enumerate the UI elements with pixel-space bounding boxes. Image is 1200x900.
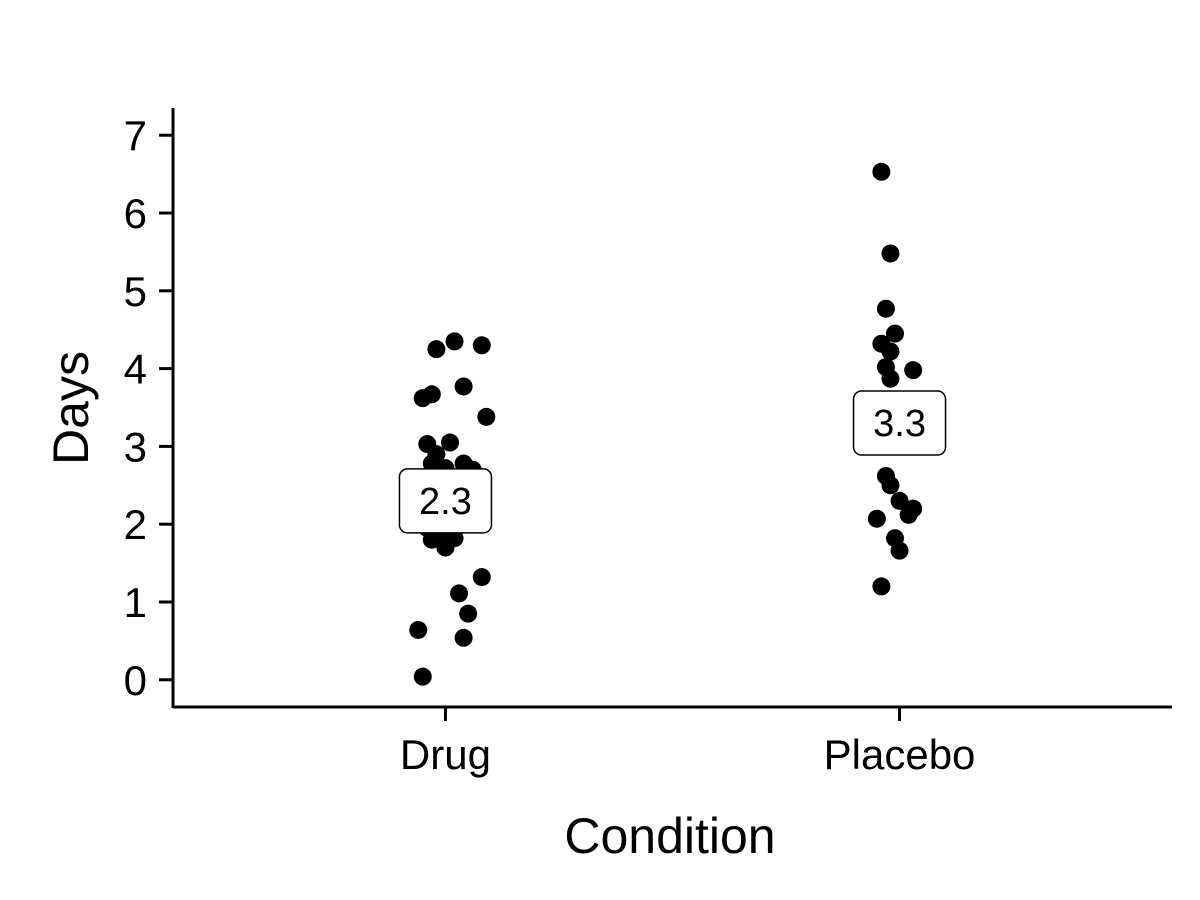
data-point-drug-5 <box>413 389 432 408</box>
data-point-placebo-10 <box>881 476 900 495</box>
data-point-drug-2 <box>472 336 491 355</box>
data-point-drug-24 <box>454 628 473 647</box>
data-point-drug-20 <box>472 568 491 587</box>
x-tick-label-drug: Drug <box>400 731 491 778</box>
data-point-drug-0 <box>427 340 446 359</box>
data-point-placebo-8 <box>881 369 900 388</box>
mean-label-box-drug <box>398 468 493 534</box>
y-tick-label-3: 3 <box>124 423 147 470</box>
mean-label-drug: 2.3 <box>419 481 472 523</box>
data-point-placebo-16 <box>890 541 909 560</box>
data-point-drug-10 <box>422 454 441 473</box>
data-point-placebo-2 <box>876 299 895 318</box>
data-point-drug-22 <box>459 604 478 623</box>
data-point-placebo-14 <box>867 509 886 528</box>
data-point-placebo-0 <box>872 162 891 181</box>
data-point-placebo-7 <box>904 361 923 380</box>
y-tick-label-5: 5 <box>124 268 147 315</box>
data-point-drug-19 <box>436 538 455 557</box>
data-point-placebo-11 <box>890 491 909 510</box>
y-tick-label-1: 1 <box>124 579 147 626</box>
data-point-drug-25 <box>413 667 432 686</box>
y-ticks: 0 1 2 3 4 5 6 7 <box>124 112 173 704</box>
x-axis-title: Condition <box>564 808 775 864</box>
points-layer <box>409 162 923 686</box>
data-point-placebo-1 <box>881 244 900 263</box>
data-point-drug-3 <box>454 377 473 396</box>
mean-label-box-placebo <box>852 390 947 456</box>
data-point-placebo-13 <box>899 505 918 524</box>
data-point-placebo-17 <box>872 577 891 596</box>
y-tick-label-6: 6 <box>124 190 147 237</box>
data-point-drug-21 <box>450 584 469 603</box>
x-tick-label-placebo: Placebo <box>824 731 976 778</box>
x-ticks: Drug Placebo <box>400 707 976 778</box>
data-point-placebo-3 <box>886 324 905 343</box>
data-point-drug-6 <box>477 407 496 426</box>
y-axis-title: Days <box>43 351 99 465</box>
data-point-drug-23 <box>409 620 428 639</box>
y-tick-label-7: 7 <box>124 112 147 159</box>
mean-labels-layer: 2.3 3.3 <box>398 390 947 534</box>
mean-label-placebo: 3.3 <box>873 403 926 445</box>
y-tick-label-2: 2 <box>124 501 147 548</box>
data-point-drug-18 <box>422 530 441 549</box>
data-point-placebo-5 <box>881 342 900 361</box>
data-point-drug-1 <box>445 332 464 351</box>
y-tick-label-4: 4 <box>124 346 147 393</box>
y-tick-label-0: 0 <box>124 657 147 704</box>
data-point-drug-8 <box>440 433 459 452</box>
